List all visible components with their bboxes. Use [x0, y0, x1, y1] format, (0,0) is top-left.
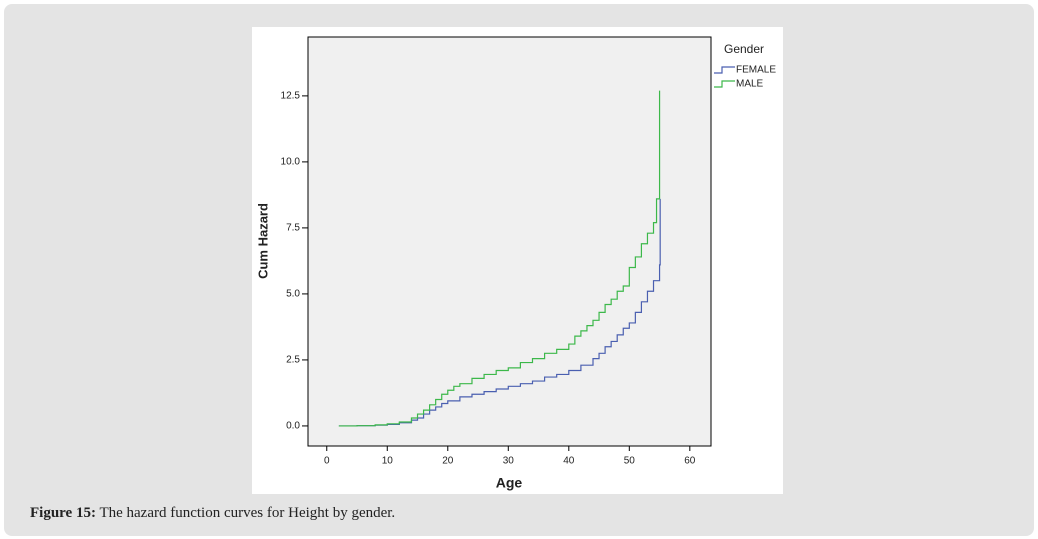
legend-swatch [714, 80, 735, 88]
legend-title: Gender [724, 42, 764, 56]
caption-text: The hazard function curves for Height by… [99, 505, 396, 521]
y-tick-label: 5.0 [286, 289, 300, 300]
x-tick-label: 10 [382, 456, 394, 467]
y-tick-label: 10.0 [281, 157, 301, 168]
hazard-line [338, 198, 661, 427]
y-tick-label: 7.5 [286, 223, 300, 234]
y-tick-label: 2.5 [286, 355, 300, 366]
y-tick-label: 0.0 [286, 421, 300, 432]
x-tick-label: 20 [442, 456, 454, 467]
x-tick-label: 40 [563, 456, 575, 467]
caption: Figure 15: The hazard function curves fo… [30, 505, 395, 522]
x-tick-label: 60 [684, 456, 696, 467]
plot-area [307, 36, 712, 447]
hazard-line [338, 90, 661, 427]
x-axis-title: Age [496, 475, 523, 491]
x-tick-label: 30 [503, 456, 515, 467]
legend-swatch [714, 66, 735, 74]
x-tick-label: 0 [324, 456, 330, 467]
y-axis-title: Cum Hazard [255, 203, 270, 279]
legend-label: FEMALE [736, 65, 776, 76]
x-tick-label: 50 [624, 456, 636, 467]
y-tick-label: 12.5 [281, 91, 301, 102]
caption-label: Figure 15: [30, 505, 96, 521]
legend-label: MALE [736, 79, 764, 90]
